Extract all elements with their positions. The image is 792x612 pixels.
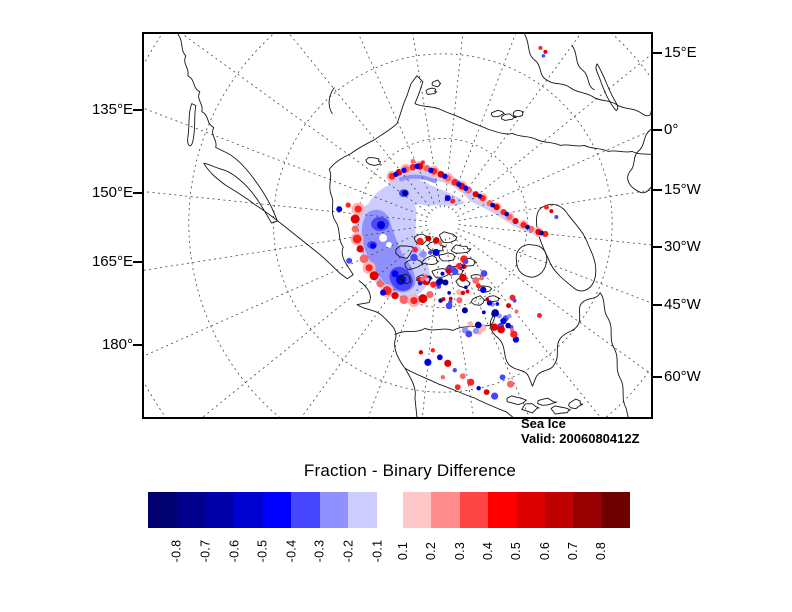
colorbar-cell xyxy=(573,492,602,528)
colorbar-tick-label: -0.7 xyxy=(198,539,213,563)
colorbar-tick-label: -0.8 xyxy=(169,539,184,563)
colorbar-cell xyxy=(488,492,517,528)
colorbar-cell xyxy=(233,492,263,528)
left-axis-label: 150°E xyxy=(91,184,133,201)
colorbar-cell xyxy=(291,492,320,528)
axis-tick xyxy=(133,344,142,346)
ice-speck-layer xyxy=(336,45,559,400)
map-frame xyxy=(142,32,653,419)
colorbar-tick-label: 0.6 xyxy=(537,541,552,561)
colorbar-tick-label: 0.5 xyxy=(509,541,524,561)
colorbar-cell xyxy=(431,492,460,528)
colorbar-cell xyxy=(459,492,489,528)
chart-title: Fraction - Binary Difference xyxy=(303,461,517,480)
right-axis-label: 15°E xyxy=(664,44,697,61)
axis-tick xyxy=(653,189,662,191)
colorbar-positive xyxy=(403,492,630,528)
colorbar-cell xyxy=(148,492,177,528)
colorbar-cell xyxy=(205,492,234,528)
colorbar-cell xyxy=(544,492,574,528)
colorbar-cell xyxy=(176,492,206,528)
axis-tick xyxy=(653,52,662,54)
colorbar-tick-label: 0.2 xyxy=(424,541,439,561)
coastlines xyxy=(177,34,651,417)
axis-tick xyxy=(653,246,662,248)
axis-tick xyxy=(653,304,662,306)
annotation-block: Sea Ice Valid: 2006080412Z xyxy=(521,416,741,446)
colorbar-tick-label: 0.4 xyxy=(481,541,496,561)
colorbar-tick-label: 0.3 xyxy=(452,541,467,561)
axis-tick xyxy=(133,192,142,194)
axis-tick xyxy=(653,376,662,378)
colorbar-tick-label: 0.7 xyxy=(566,541,581,561)
right-axis-label: 15°W xyxy=(664,181,701,198)
colorbar-tick-label: -0.6 xyxy=(226,539,241,563)
colorbar-tick-label: 0.8 xyxy=(594,541,609,561)
axis-tick xyxy=(653,129,662,131)
left-axis-label: 135°E xyxy=(91,101,133,118)
colorbar-cell xyxy=(348,492,377,528)
colorbar-cell xyxy=(516,492,545,528)
colorbar-tick-label: -0.3 xyxy=(312,539,327,563)
right-axis-label: 0° xyxy=(664,121,679,138)
ice-shade-layer xyxy=(355,170,548,299)
colorbar-tick-label: 0.1 xyxy=(396,541,410,561)
axis-tick xyxy=(133,261,142,263)
axis-tick xyxy=(133,109,142,111)
colorbar-tick-label: -0.5 xyxy=(255,539,270,563)
field-label: Sea Ice xyxy=(521,416,566,431)
right-axis-label: 60°W xyxy=(664,368,701,385)
left-axis-label: 165°E xyxy=(91,253,133,270)
right-axis-label: 45°W xyxy=(664,296,701,313)
colorbar-negative xyxy=(148,492,377,528)
colorbar-cell xyxy=(403,492,432,528)
colorbar-tick-label: -0.4 xyxy=(284,539,299,563)
colorbar-tick-label: -0.1 xyxy=(370,539,384,563)
left-axis-label: 180° xyxy=(101,336,133,353)
map-canvas xyxy=(144,34,651,417)
colorbar-cell xyxy=(262,492,292,528)
colorbar-tick-label: -0.2 xyxy=(341,539,356,563)
colorbar-cell xyxy=(319,492,349,528)
right-axis-label: 30°W xyxy=(664,238,701,255)
colorbar-cell xyxy=(601,492,630,528)
valid-time-label: Valid: 2006080412Z xyxy=(521,431,640,446)
